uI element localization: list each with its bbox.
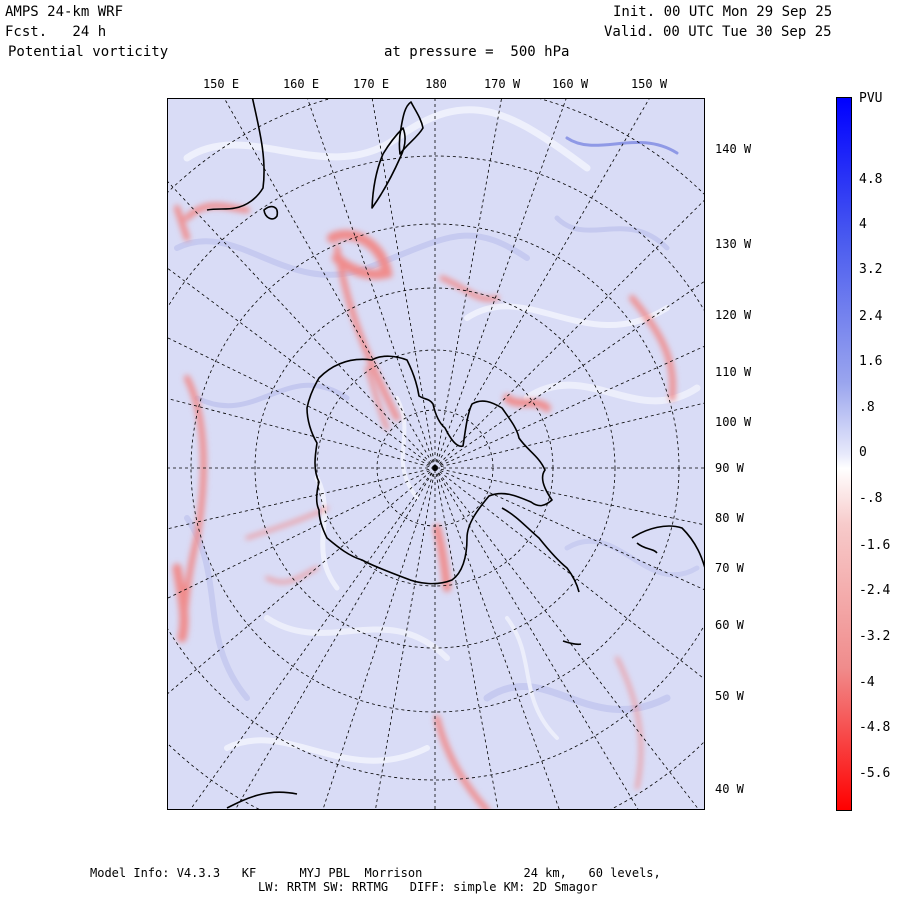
lon-label-70w: 70 W [715,561,744,575]
model-info-line1: Model Info: V4.3.3 KF MYJ PBL Morrison 2… [90,866,661,880]
lon-label-170w: 170 W [483,77,521,91]
lon-label-50w: 50 W [715,689,744,703]
lon-label-40w: 40 W [715,782,744,796]
lon-label-100w: 100 W [715,415,752,429]
forecast-hour: Fcst. 24 h [5,24,107,40]
colorbar-label: 3.2 [859,262,883,277]
colorbar-unit: PVU [859,91,883,106]
colorbar-label: -1.6 [859,538,891,553]
lon-label-150e: 150 E [202,77,240,91]
colorbar-label: 2.4 [859,309,883,324]
colorbar-label: 4 [859,217,867,232]
colorbar-label: 4.8 [859,172,883,187]
field-name: Potential vorticity [8,44,169,60]
nz-south-coast [371,127,406,209]
lon-label-80w: 80 W [715,511,744,525]
lon-label-130w: 130 W [715,237,752,251]
pressure-level: at pressure = 500 hPa [384,44,570,60]
tasmania-coast [263,205,279,220]
lon-label-150w: 150 W [630,77,668,91]
antarctic-peninsula-coast [501,507,580,593]
lon-label-160w: 160 W [551,77,589,91]
colorbar-label: -.8 [859,491,883,506]
lon-label-180: 180 [425,77,447,91]
lon-label-160e: 160 E [282,77,320,91]
colorbar-label: 0 [859,445,867,460]
colorbar [836,97,852,811]
antarctica-bottom-coast [226,791,298,809]
colorbar-label: -4.8 [859,720,891,735]
south-georgia-coast [562,640,582,646]
nz-north-coast [398,101,424,155]
lon-label-140w: 140 W [715,142,752,156]
colorbar-label: -5.6 [859,766,891,781]
colorbar-label: -4 [859,675,875,690]
lon-label-170e: 170 E [352,77,390,91]
model-info-line2: LW: RRTM SW: RRTMG DIFF: simple KM: 2D S… [258,880,598,894]
lon-label-90w: 90 W [715,461,744,475]
meridians [167,98,705,810]
map-background [167,98,705,810]
colorbar-label: .8 [859,400,875,415]
init-time: Init. 00 UTC Mon 29 Sep 25 [613,4,833,20]
coastlines [206,98,705,809]
antarctica-coast [306,355,553,585]
colorbar-label: 1.6 [859,354,883,369]
model-title: AMPS 24-km WRF [5,4,124,20]
valid-time: Valid. 00 UTC Tue 30 Sep 25 [604,24,832,40]
lon-label-60w: 60 W [715,618,744,632]
south-america-coast [631,525,705,569]
lon-label-120w: 120 W [715,308,752,322]
colorbar-label: -3.2 [859,629,891,644]
australia-coast [206,98,265,211]
colorbar-label: -2.4 [859,583,891,598]
pv-map [167,98,705,810]
lon-label-110w: 110 W [715,365,752,379]
map-frame [167,98,705,810]
pv-positive-filaments [172,202,676,810]
